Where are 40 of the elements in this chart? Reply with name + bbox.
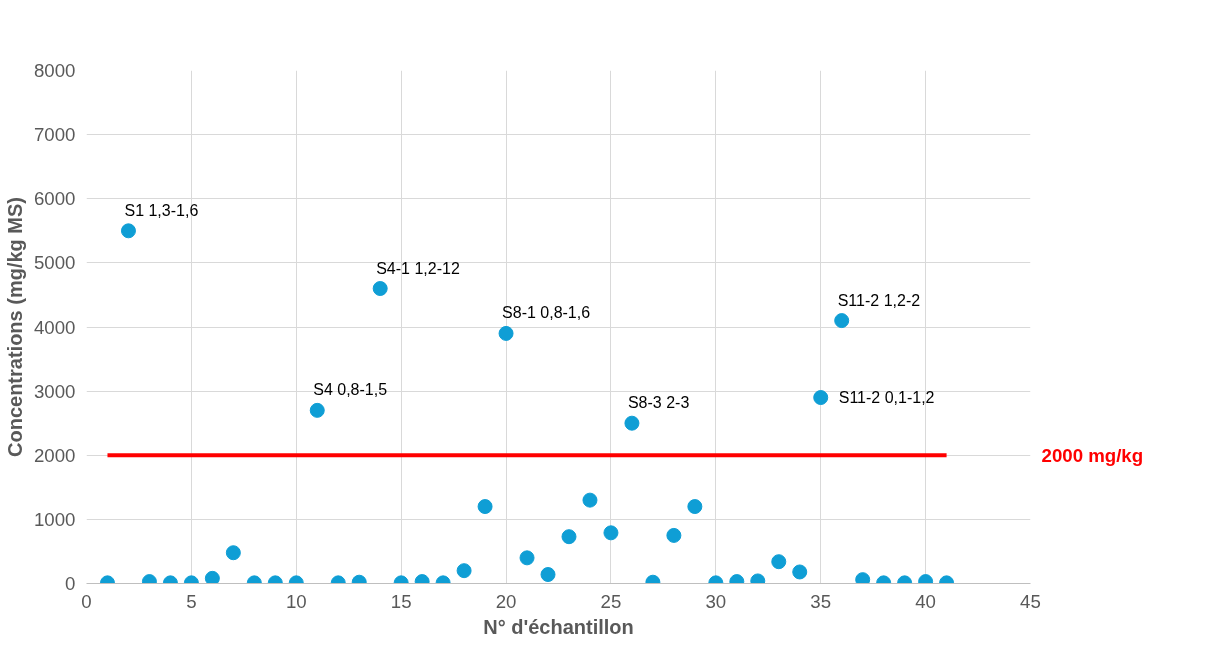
- annotation: S8-3 2-3: [627, 394, 690, 412]
- point: [498, 325, 514, 341]
- y-axis-title: Concentrations (mg/kg MS): [4, 196, 26, 457]
- x-tick-label: 30: [705, 590, 727, 612]
- y-tick-label: 8000: [34, 60, 76, 81]
- x-tick-label: 35: [810, 590, 832, 612]
- y-tick-label: 4000: [34, 316, 76, 338]
- y-tick-label: 2000: [34, 444, 76, 466]
- x-tick-label: 10: [285, 590, 307, 612]
- x-tick-label: 40: [915, 590, 936, 612]
- annotation: S8-1 0,8-1,6: [502, 304, 591, 322]
- annotation: S4 0,8-1,5: [313, 381, 388, 399]
- x-tick-label: 15: [390, 590, 412, 612]
- point: [834, 313, 850, 329]
- x-tick-label: 5: [186, 590, 197, 612]
- annotation: S11-2 1,2-2: [837, 291, 921, 309]
- annotation: S11-2 0,1-1,2: [838, 389, 935, 407]
- x-tick-label: 20: [495, 590, 517, 612]
- x-tick-label: 25: [600, 590, 622, 612]
- ref-line-label: 2000 mg/kg: [1041, 444, 1144, 466]
- annotation: S4-1 1,2-12: [376, 259, 460, 277]
- point: [120, 223, 136, 239]
- y-tick-label: 6000: [34, 188, 76, 210]
- point: [855, 572, 871, 584]
- y-tick-label: 3000: [34, 380, 76, 402]
- x-axis-title: N° d'échantillon: [483, 615, 634, 638]
- y-tick-label: 0: [65, 573, 76, 594]
- point: [309, 402, 325, 418]
- point: [666, 527, 682, 543]
- x-tick-label: 45: [1020, 590, 1041, 612]
- point: [372, 281, 388, 297]
- y-tick-label: 1000: [34, 508, 76, 530]
- x-tick-label: 0: [81, 590, 92, 612]
- point: [624, 415, 640, 431]
- point: [813, 390, 829, 406]
- y-tick-label: 5000: [34, 252, 76, 274]
- annotation: S1 1,3-1,6: [124, 201, 199, 219]
- point: [582, 492, 598, 508]
- y-tick-label: 7000: [34, 124, 76, 146]
- point: [204, 570, 220, 584]
